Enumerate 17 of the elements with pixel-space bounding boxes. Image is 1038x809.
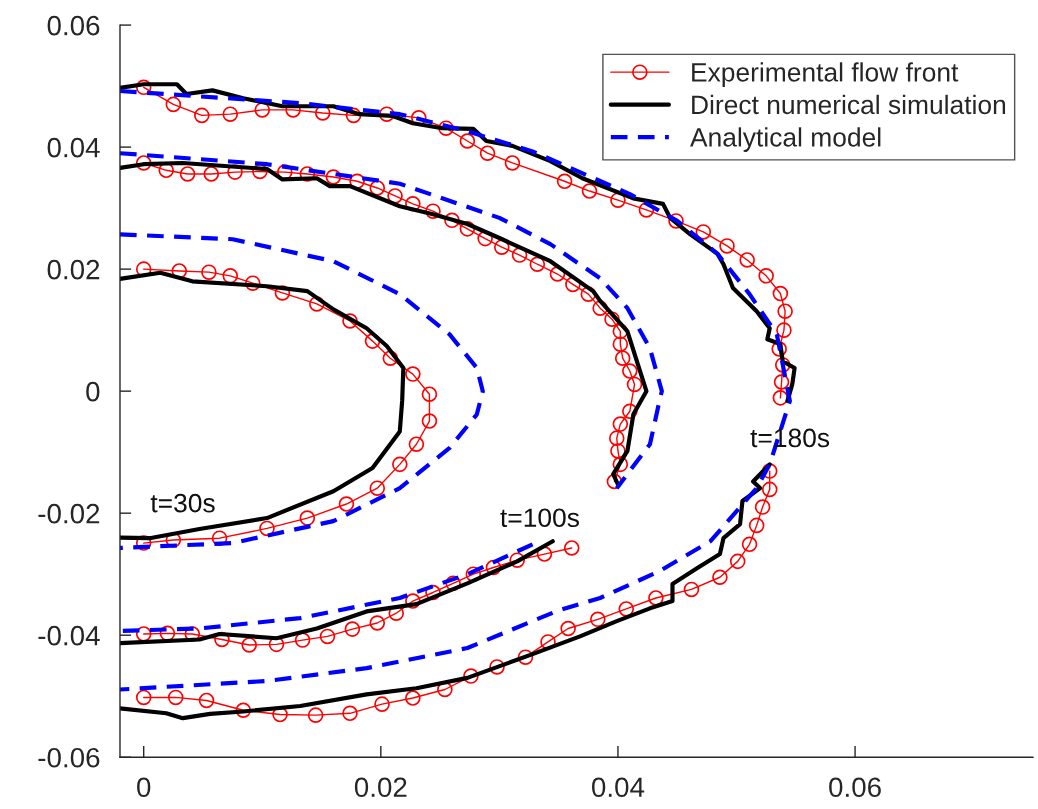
x-tick-label: 0.06 xyxy=(829,777,881,798)
y-tick-label: -0.04 xyxy=(38,625,100,646)
y-tick-label: 0 xyxy=(86,381,100,402)
y-tick-label: 0.04 xyxy=(47,137,100,158)
x-tick-label: 0 xyxy=(137,777,151,798)
legend-label: Experimental flow front xyxy=(692,62,959,87)
x-tick-label: 0.04 xyxy=(592,777,645,798)
annotation: t=100s xyxy=(500,508,579,528)
legend-label: Analytical model xyxy=(690,127,881,152)
annotation: t=30s xyxy=(150,493,215,513)
legend-label: Direct numerical simulation xyxy=(692,94,1006,115)
y-tick-label: 0.06 xyxy=(47,15,100,36)
y-tick-label: -0.06 xyxy=(38,747,100,768)
annotation: t=180s xyxy=(750,428,830,448)
x-tick-label: 0.02 xyxy=(354,777,407,798)
y-tick-label: 0.02 xyxy=(47,259,100,280)
y-tick-label: -0.02 xyxy=(38,503,100,524)
